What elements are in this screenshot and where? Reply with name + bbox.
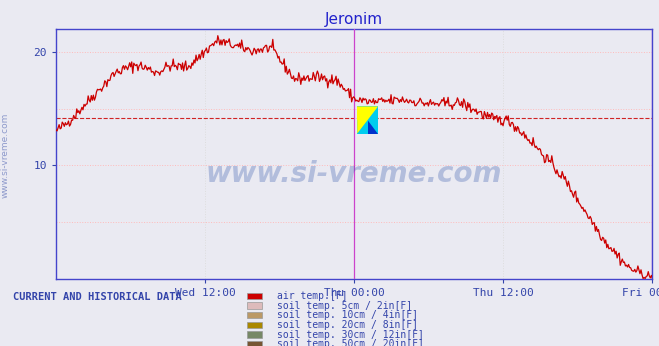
Text: soil temp. 10cm / 4in[F]: soil temp. 10cm / 4in[F]	[277, 310, 418, 320]
Text: CURRENT AND HISTORICAL DATA: CURRENT AND HISTORICAL DATA	[13, 292, 182, 302]
Text: www.si-vreme.com: www.si-vreme.com	[206, 160, 502, 188]
Text: soil temp. 20cm / 8in[F]: soil temp. 20cm / 8in[F]	[277, 320, 418, 330]
Title: Jeronim: Jeronim	[325, 12, 384, 27]
Text: soil temp. 50cm / 20in[F]: soil temp. 50cm / 20in[F]	[277, 339, 424, 346]
Text: soil temp. 5cm / 2in[F]: soil temp. 5cm / 2in[F]	[277, 301, 412, 310]
Text: soil temp. 30cm / 12in[F]: soil temp. 30cm / 12in[F]	[277, 330, 424, 339]
Text: air temp.[F]: air temp.[F]	[277, 291, 347, 301]
Text: www.si-vreme.com: www.si-vreme.com	[1, 113, 10, 198]
